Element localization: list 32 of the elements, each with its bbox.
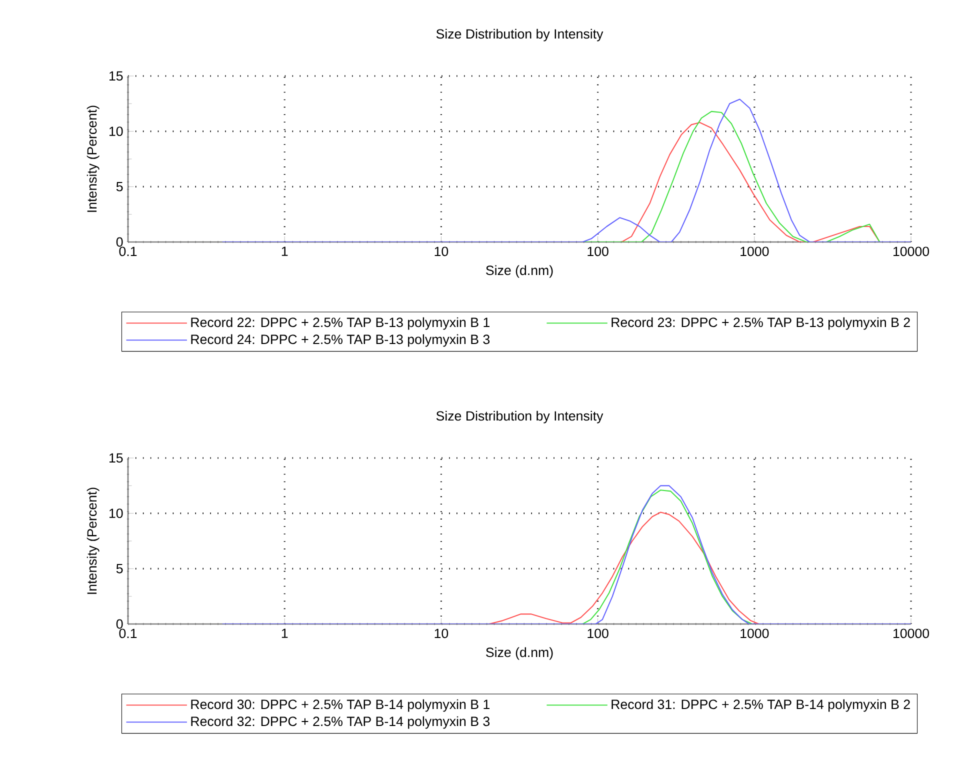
legend-label: Record 30: DPPC + 2.5% TAP B-14 polymyxin B 1 <box>191 699 490 712</box>
y-tick-label: 10 <box>109 126 123 136</box>
x-tick-label: 1 <box>282 628 288 638</box>
y-tick-label: 0 <box>116 619 123 629</box>
y-tick-label: 5 <box>116 564 123 574</box>
legend-label: Record 32: DPPC + 2.5% TAP B-14 polymyxin B 3 <box>191 716 490 729</box>
y-tick-label: 15 <box>109 453 123 463</box>
legend-label: Record 24: DPPC + 2.5% TAP B-13 polymyxin B 3 <box>191 334 490 347</box>
chart-title: Size Distribution by Intensity <box>436 410 604 424</box>
y-tick-label: 15 <box>109 71 123 81</box>
y-tick-label: 0 <box>116 237 123 247</box>
x-tick-label: 1000 <box>740 628 769 638</box>
x-tick-label: 0.1 <box>119 628 137 638</box>
legend-label: Record 31: DPPC + 2.5% TAP B-14 polymyxin B 2 <box>612 699 910 712</box>
x-tick-label: 10000 <box>893 628 930 638</box>
x-tick-label: 100 <box>588 628 608 638</box>
x-axis-title: Size (d.nm) <box>486 647 553 660</box>
x-tick-label: 10 <box>434 628 448 638</box>
x-tick-label: 1 <box>282 246 288 256</box>
x-tick-label: 10 <box>434 246 448 256</box>
x-tick-label: 100 <box>588 246 608 256</box>
y-axis-title: Intensity (Percent) <box>86 488 100 594</box>
legend-label: Record 22: DPPC + 2.5% TAP B-13 polymyxin B 1 <box>191 317 490 330</box>
x-axis-title: Size (d.nm) <box>486 265 553 278</box>
y-tick-label: 10 <box>109 508 123 518</box>
y-axis-title: Intensity (Percent) <box>86 106 100 212</box>
x-tick-label: 1000 <box>740 246 769 256</box>
x-tick-label: 0.1 <box>119 246 137 256</box>
x-tick-label: 10000 <box>893 246 930 256</box>
legend-label: Record 23: DPPC + 2.5% TAP B-13 polymyxin B 2 <box>612 317 910 330</box>
chart-title: Size Distribution by Intensity <box>436 28 604 42</box>
y-tick-label: 5 <box>116 182 123 192</box>
